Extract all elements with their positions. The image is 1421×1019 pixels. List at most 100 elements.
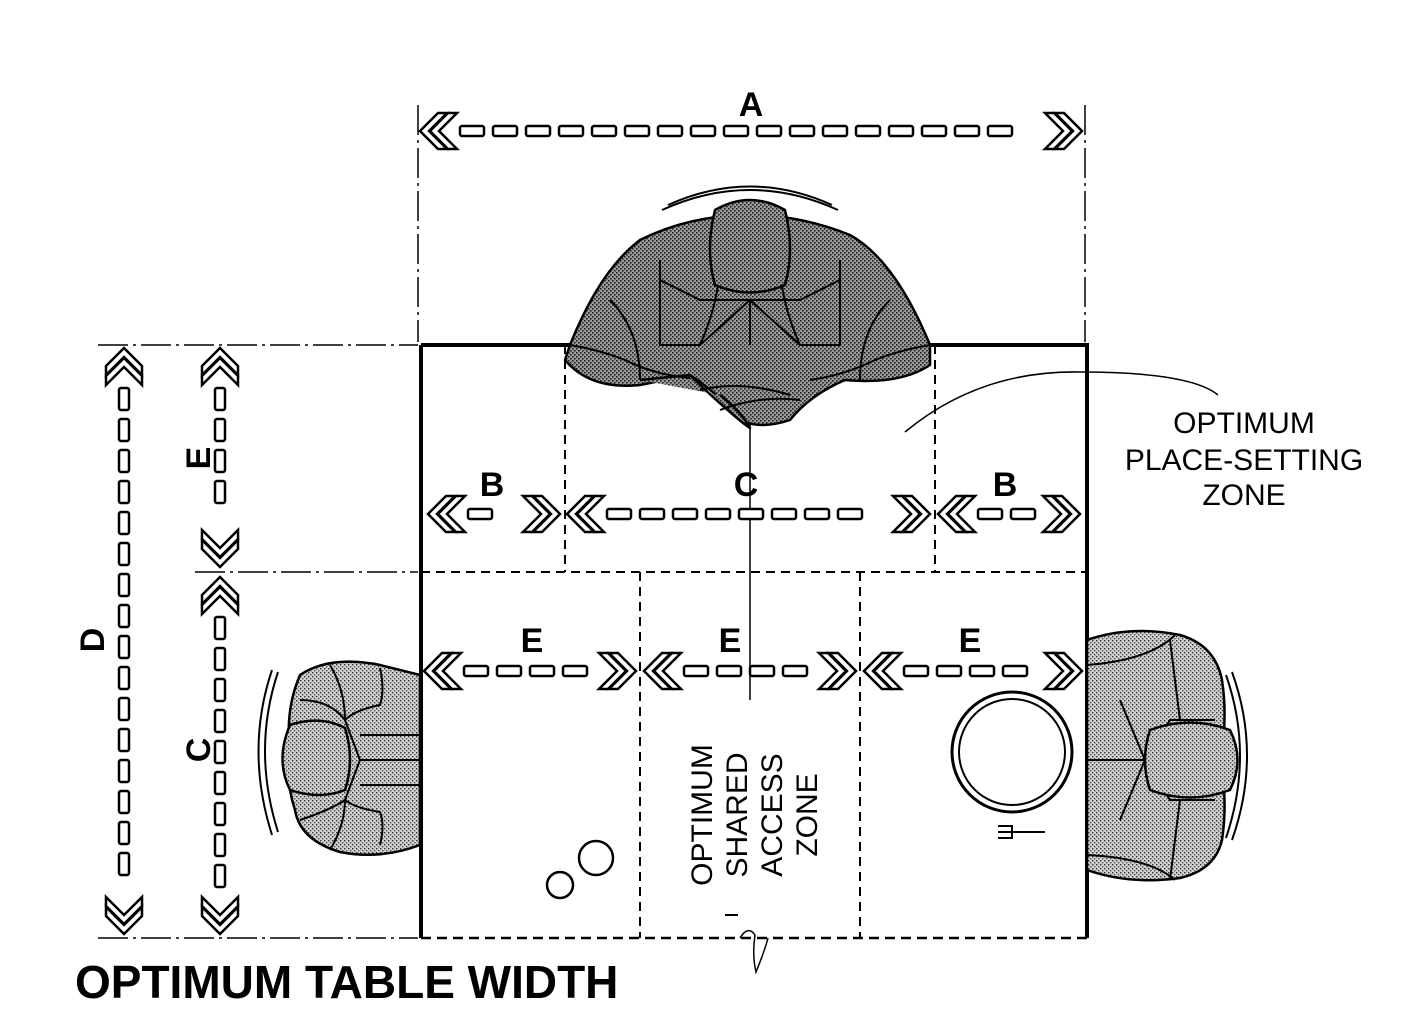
dim-d-arrow-up-inner [104, 356, 144, 389]
shared-access-line-2: SHARED [721, 752, 754, 877]
place-setting-line-1: OPTIMUM [1173, 407, 1315, 440]
dim-c-top-dash-2 [671, 507, 699, 521]
dim-d-dash-7 [117, 603, 131, 629]
dim-c-top-arrow-left-inner [575, 494, 608, 534]
glasses [545, 839, 615, 900]
dim-c-vertical-dash-4 [213, 739, 227, 765]
dim-c-vertical-dash-6 [213, 801, 227, 827]
dim-d-dash-1 [117, 417, 131, 443]
dim-e-left-dash-0 [462, 664, 490, 678]
dim-b-right-dash-0 [976, 507, 1004, 521]
dimension-label-a: A [739, 86, 764, 124]
dim-c-vertical-dash-3 [213, 708, 227, 734]
dim-d-dash-14 [117, 820, 131, 846]
dim-e-right-arrow-left-inner [872, 651, 905, 691]
dim-c-vertical-dash-1 [213, 646, 227, 672]
dim-e-left-arrow-left-inner [432, 651, 465, 691]
extension-lines [98, 105, 1086, 939]
dim-a-dash-16 [986, 124, 1014, 138]
shared-access-line-3: ACCESS [756, 753, 789, 876]
dim-a-dash-15 [953, 124, 981, 138]
dim-d-dash-6 [117, 572, 131, 598]
dim-a-dash-12 [854, 124, 882, 138]
dim-d-dash-3 [117, 479, 131, 505]
dim-e-left-dash-1 [495, 664, 523, 678]
dim-a-dash-3 [557, 124, 585, 138]
shared-access-line-1: OPTIMUM [686, 744, 719, 886]
dim-e-left-dash-3 [561, 664, 589, 678]
dim-a-dash-1 [491, 124, 519, 138]
dim-e-middle-dash-2 [748, 664, 776, 678]
dim-a-dash-14 [920, 124, 948, 138]
dim-d-dash-9 [117, 665, 131, 691]
dim-c-vertical-dash-0 [213, 615, 227, 641]
dim-d-dash-5 [117, 541, 131, 567]
dim-b-right-arrow-left-inner [946, 494, 979, 534]
fork-icon [998, 825, 1045, 839]
dim-e-vertical-dash-3 [213, 479, 227, 505]
dim-a-dash-7 [689, 124, 717, 138]
dim-a-dash-0 [458, 124, 486, 138]
place-setting-zone-label: OPTIMUM PLACE-SETTING ZONE [1125, 407, 1363, 512]
dim-c-top-arrow-right-inner [889, 494, 922, 534]
page-title: OPTIMUM TABLE WIDTH [75, 956, 618, 1008]
dim-e-right-arrow-right-inner [1041, 651, 1074, 691]
dim-b-left-dash-0 [466, 507, 494, 521]
dim-a-dash-9 [755, 124, 783, 138]
person-right [1085, 629, 1248, 882]
dim-a-dash-10 [788, 124, 816, 138]
dim-e-right-dash-1 [935, 664, 963, 678]
dim-e-middle-arrow-right-inner [815, 651, 848, 691]
dimension-label-c-top: C [734, 466, 759, 504]
dim-a-arrow-right-inner [1041, 111, 1074, 151]
dim-c-top-dash-5 [770, 507, 798, 521]
shared-access-line-4: ZONE [791, 773, 824, 856]
dim-a-dash-13 [887, 124, 915, 138]
dim-c-vertical-dash-7 [213, 832, 227, 858]
dim-a-arrow-left-inner [428, 111, 461, 151]
dim-c-top-dash-6 [803, 507, 831, 521]
plate [950, 690, 1074, 814]
dim-e-vertical-dash-1 [213, 417, 227, 443]
dim-e-vertical-arrow-down-inner [200, 526, 240, 559]
person-top [563, 185, 932, 430]
dim-a-dash-11 [821, 124, 849, 138]
dim-c-vertical-arrow-up-inner [200, 585, 240, 618]
place-setting-line-3: ZONE [1202, 479, 1285, 512]
dim-c-top-dash-3 [704, 507, 732, 521]
dim-c-top-dash-1 [638, 507, 666, 521]
dimension-label-d: D [74, 628, 112, 653]
dim-c-vertical-dash-2 [213, 677, 227, 703]
dim-e-left-arrow-right-inner [595, 651, 628, 691]
shared-access-zone-label: OPTIMUM SHARED ACCESS ZONE [686, 744, 824, 886]
zone-dividers [421, 345, 1087, 938]
dim-c-top-dash-7 [836, 507, 864, 521]
dim-e-vertical-dash-0 [213, 386, 227, 412]
person-left [257, 660, 422, 856]
dimension-label-e-middle: E [719, 622, 742, 660]
dim-d-dash-10 [117, 696, 131, 722]
dim-d-dash-0 [117, 386, 131, 412]
dimension-label-c-vertical: C [180, 738, 218, 763]
dimension-label-b-right: B [993, 466, 1018, 504]
dim-e-vertical-dash-2 [213, 448, 227, 474]
dim-b-right-arrow-right-inner [1039, 494, 1072, 534]
dim-e-right-dash-2 [968, 664, 996, 678]
dim-b-left-arrow-left-inner [436, 494, 469, 534]
dim-d-arrow-down-inner [104, 893, 144, 926]
dim-d-dash-2 [117, 448, 131, 474]
break-mark [739, 929, 769, 975]
dim-c-top-dash-4 [737, 507, 765, 521]
dim-a-dash-5 [623, 124, 651, 138]
dim-e-middle-dash-0 [682, 664, 710, 678]
dim-a-dash-2 [524, 124, 552, 138]
dim-d-dash-8 [117, 634, 131, 660]
dim-d-dash-4 [117, 510, 131, 536]
dim-d-dash-15 [117, 851, 131, 877]
dim-e-right-dash-3 [1001, 664, 1029, 678]
dim-e-left-dash-2 [528, 664, 556, 678]
dim-c-vertical-arrow-down-inner [200, 893, 240, 926]
dimension-label-e-vertical: E [180, 447, 218, 470]
place-setting-line-2: PLACE-SETTING [1125, 444, 1363, 477]
